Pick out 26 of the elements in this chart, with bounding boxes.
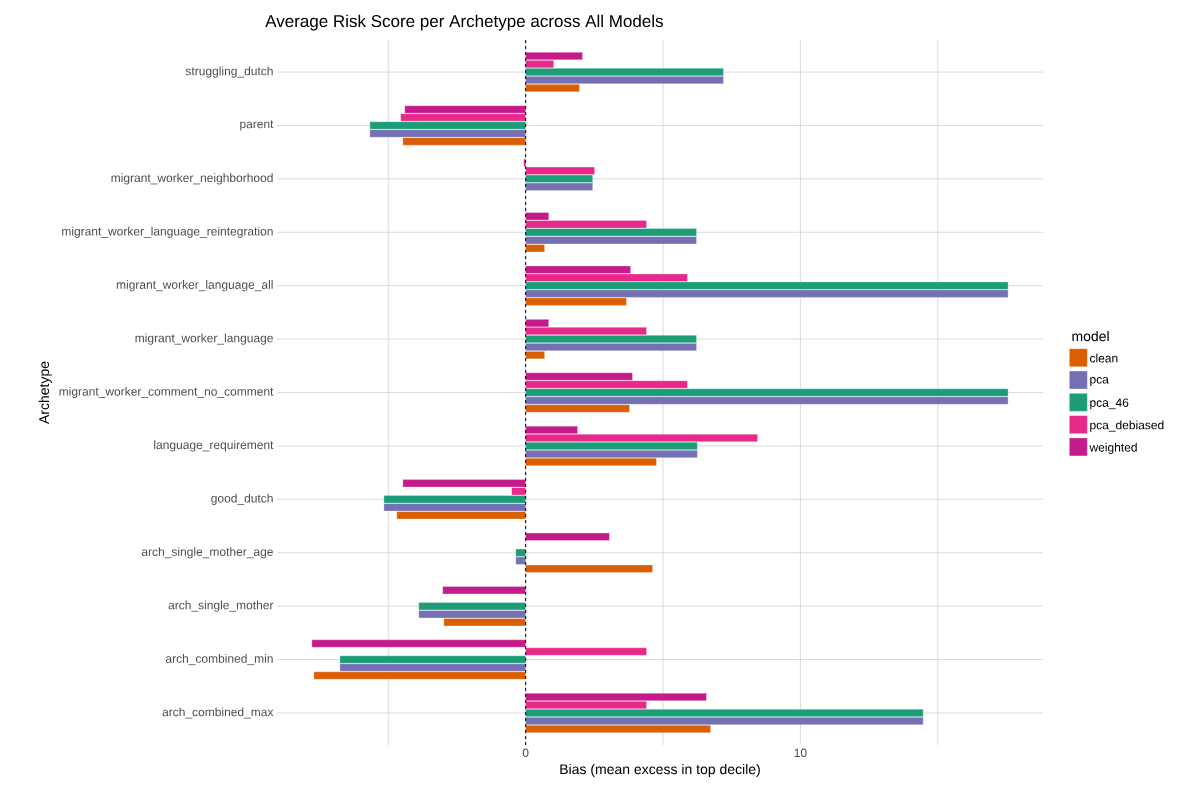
legend-label: clean: [1089, 353, 1118, 363]
y-tick-label: migrant_worker_language_reintegration: [62, 226, 273, 238]
y-axis-title: Archetype: [38, 361, 52, 424]
y-tick-label: arch_combined_min: [165, 654, 273, 666]
legend-label: pca: [1090, 377, 1109, 386]
bar: [442, 586, 526, 595]
y-tick-label: language_requirement: [154, 440, 274, 452]
x-axis-title: Bias (mean excess in top decile): [560, 763, 760, 777]
bar: [525, 532, 610, 541]
y-tick-label: migrant_worker_comment_no_comment: [59, 386, 274, 399]
legend-label: pca_46: [1090, 398, 1129, 410]
y-tick-label: arch_single_mother_age: [141, 547, 273, 559]
y-tick-label: parent: [240, 120, 274, 131]
y-tick-label: arch_combined_max: [162, 707, 274, 719]
legend-label: pca_debiased: [1090, 420, 1164, 432]
chart-title: Average Risk Score per Archetype across All Models: [265, 14, 663, 31]
y-tick-label: migrant_worker_neighborhood: [111, 173, 273, 185]
y-tick-label: struggling_dutch: [185, 66, 273, 78]
y-tick-label: migrant_worker_language_all: [116, 280, 273, 292]
y-tick-label: migrant_worker_language: [135, 333, 273, 345]
x-tick-label: 10: [794, 748, 807, 758]
legend-label: weighted: [1089, 442, 1137, 455]
legend-title: model: [1072, 330, 1109, 342]
y-tick-label: good_dutch: [211, 493, 273, 505]
x-tick-label: 0: [522, 748, 529, 758]
y-tick-label: arch_single_mother: [168, 600, 274, 612]
